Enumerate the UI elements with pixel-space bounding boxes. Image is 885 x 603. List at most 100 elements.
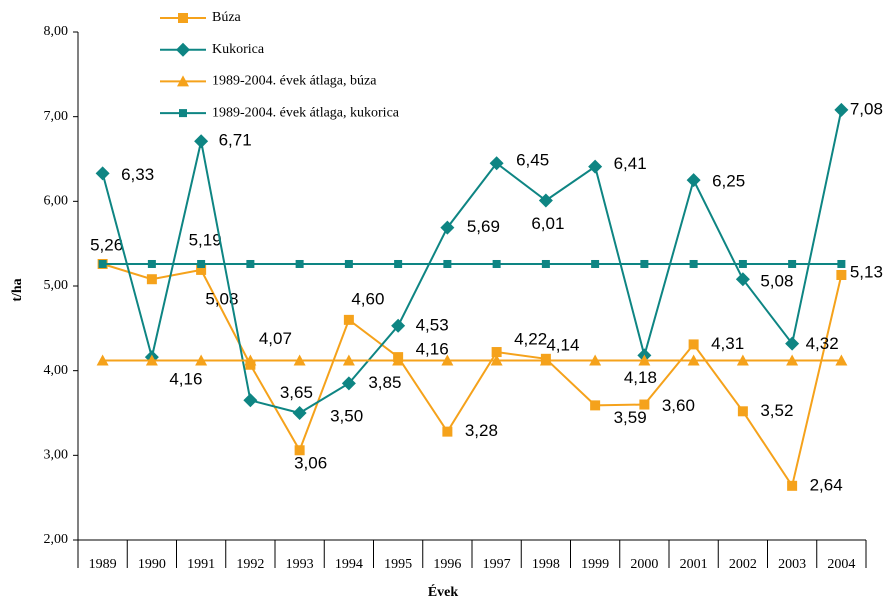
legend-marker xyxy=(178,13,188,23)
point xyxy=(96,354,109,366)
x-tick-label: 1990 xyxy=(138,557,166,572)
point xyxy=(95,166,110,181)
x-tick-label: 1995 xyxy=(384,557,412,572)
data-label: 4,32 xyxy=(806,334,839,353)
point xyxy=(788,259,797,268)
x-tick-label: 2004 xyxy=(827,557,855,572)
data-label: 6,71 xyxy=(219,131,252,150)
point xyxy=(787,480,798,491)
data-label: 4,31 xyxy=(711,334,744,353)
x-tick-label: 1997 xyxy=(483,557,511,572)
point xyxy=(146,274,157,285)
x-tick-label: 1996 xyxy=(433,557,461,572)
legend-marker xyxy=(176,42,190,57)
data-label: 5,26 xyxy=(90,235,123,254)
point xyxy=(588,159,603,174)
data-label: 4,14 xyxy=(546,335,579,354)
y-tick-label: 7,00 xyxy=(44,109,69,124)
y-tick-label: 5,00 xyxy=(44,278,69,293)
data-label: 3,65 xyxy=(280,383,313,402)
x-tick-label: 2000 xyxy=(630,557,658,572)
point xyxy=(98,259,107,268)
point xyxy=(441,354,454,366)
data-label: 5,69 xyxy=(467,217,500,236)
y-tick-label: 3,00 xyxy=(44,448,69,463)
x-tick-label: 1993 xyxy=(286,557,314,572)
data-label: 3,06 xyxy=(294,454,327,473)
data-label: 5,08 xyxy=(205,290,238,309)
x-tick-label: 1989 xyxy=(89,557,117,572)
point xyxy=(686,173,701,188)
point xyxy=(738,259,747,268)
point xyxy=(246,259,255,268)
point xyxy=(836,269,847,280)
series-line xyxy=(102,263,843,489)
point xyxy=(688,339,699,350)
x-tick-label: 2002 xyxy=(729,557,757,572)
data-label: 3,28 xyxy=(465,421,498,440)
data-label: 6,33 xyxy=(121,165,154,184)
point xyxy=(638,354,651,366)
point xyxy=(392,354,405,366)
point xyxy=(786,354,799,366)
point xyxy=(440,220,455,235)
point xyxy=(640,259,649,268)
point xyxy=(341,376,356,391)
data-label: 4,53 xyxy=(416,315,449,334)
data-label: 3,85 xyxy=(368,373,401,392)
point xyxy=(735,272,750,287)
data-label: 4,16 xyxy=(416,340,449,359)
point xyxy=(147,259,156,268)
legend-label: 1989-2004. évek átlaga, kukorica xyxy=(212,105,400,120)
point xyxy=(391,318,406,333)
point xyxy=(489,156,504,171)
legend-label: Kukorica xyxy=(212,42,265,57)
data-label: 3,60 xyxy=(662,396,695,415)
point xyxy=(491,347,502,358)
point xyxy=(834,102,849,117)
x-tick-label: 2001 xyxy=(680,557,708,572)
point xyxy=(492,259,501,268)
point xyxy=(394,259,403,268)
x-tick-label: 1994 xyxy=(335,557,363,572)
data-label: 5,19 xyxy=(189,230,222,249)
point xyxy=(293,354,306,366)
point xyxy=(591,259,600,268)
data-label: 4,16 xyxy=(169,370,202,389)
point xyxy=(344,259,353,268)
series-line xyxy=(101,109,843,415)
x-tick-label: 2003 xyxy=(778,557,806,572)
point xyxy=(145,354,158,366)
legend-marker xyxy=(179,109,187,118)
point xyxy=(490,354,503,366)
data-label: 5,08 xyxy=(760,272,793,291)
data-label: 4,22 xyxy=(514,330,547,349)
y-tick-label: 6,00 xyxy=(44,194,69,209)
x-tick-label: 1991 xyxy=(187,557,215,572)
data-label: 2,64 xyxy=(810,475,843,494)
point xyxy=(590,400,601,411)
y-tick-label: 4,00 xyxy=(44,363,69,378)
data-label: 5,13 xyxy=(850,262,883,281)
point xyxy=(835,354,848,366)
data-label: 3,50 xyxy=(330,406,363,425)
point xyxy=(589,354,602,366)
data-label: 4,07 xyxy=(259,329,292,348)
y-axis-label: t/ha xyxy=(10,278,25,301)
point xyxy=(295,259,304,268)
point xyxy=(243,393,258,408)
point xyxy=(442,426,453,437)
point xyxy=(689,259,698,268)
point xyxy=(785,336,800,351)
point xyxy=(539,354,552,366)
x-tick-label: 1992 xyxy=(236,557,264,572)
point xyxy=(292,406,307,420)
data-label: 3,59 xyxy=(614,408,647,427)
point xyxy=(343,314,354,325)
point xyxy=(837,259,846,268)
point xyxy=(736,354,749,366)
point xyxy=(294,445,305,456)
point xyxy=(342,354,355,366)
data-label: 3,52 xyxy=(760,401,793,420)
